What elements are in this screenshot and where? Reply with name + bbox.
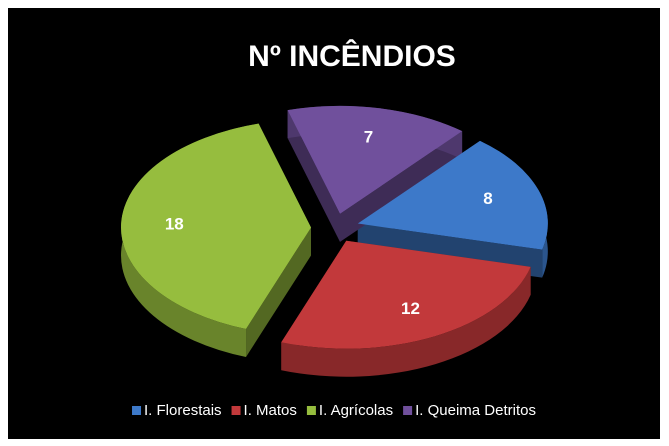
legend-label: I. Florestais bbox=[144, 402, 222, 419]
slice-wall bbox=[287, 110, 340, 242]
legend-swatch bbox=[132, 406, 142, 415]
slice-wall bbox=[246, 227, 312, 357]
chart-title: Nº INCÊNDIOS bbox=[248, 39, 456, 73]
pie-slice bbox=[281, 240, 531, 349]
data-label: 7 bbox=[364, 127, 373, 146]
data-label: 8 bbox=[483, 189, 492, 208]
pie-slice bbox=[357, 140, 548, 250]
legend-swatch bbox=[306, 406, 316, 415]
pie-slice bbox=[287, 105, 463, 214]
slice-wall bbox=[339, 131, 463, 242]
legend-label: I. Matos bbox=[244, 402, 297, 419]
pie-slice bbox=[121, 123, 312, 329]
legend: I. Florestais I. Matos I. Agrícolas I. Quei… bbox=[132, 402, 536, 419]
legend-label: I. Agrícolas bbox=[319, 402, 393, 419]
data-label: 18 bbox=[165, 214, 184, 233]
slice-side bbox=[281, 266, 531, 377]
legend-label: I. Queima Detritos bbox=[415, 402, 536, 419]
legend-swatch bbox=[231, 406, 241, 415]
data-label: 12 bbox=[401, 299, 420, 318]
legend-swatch bbox=[403, 406, 413, 415]
